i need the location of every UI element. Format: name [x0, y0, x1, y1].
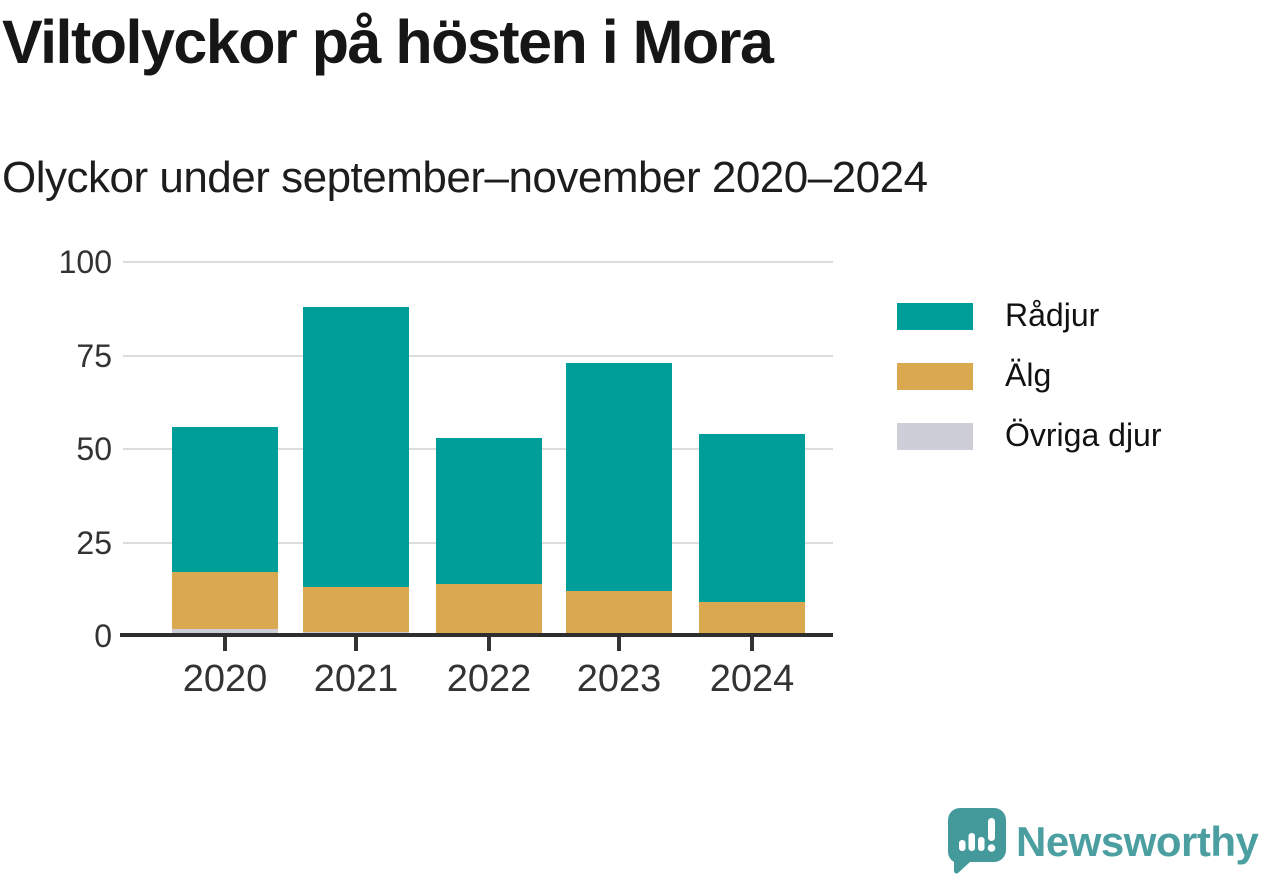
- x-tick-label-2021: 2021: [313, 658, 399, 700]
- x-tick-label-2022: 2022: [446, 658, 532, 700]
- x-tick-mark-2021: [354, 637, 358, 651]
- bar-segment-övriga-djur-2020: [172, 628, 278, 636]
- bar-segment-älg-2020: [172, 572, 278, 629]
- x-axis-line: [120, 633, 833, 637]
- x-tick-label-2020: 2020: [182, 658, 268, 700]
- x-tick-label-2023: 2023: [576, 658, 662, 700]
- legend-label: Älg: [1005, 357, 1052, 393]
- bar-segment-rådjur-2022: [436, 437, 542, 584]
- x-tick-label-2024: 2024: [709, 658, 795, 700]
- bar-segment-rådjur-2023: [566, 363, 672, 592]
- legend-swatch: [897, 363, 973, 390]
- y-tick-label-100: 100: [58, 244, 112, 280]
- legend-swatch: [897, 423, 973, 450]
- chart-title: Viltolyckor på hösten i Mora: [2, 8, 774, 76]
- y-tick-label-25: 25: [76, 524, 112, 561]
- y-tick-label-50: 50: [76, 431, 112, 467]
- bar-segment-älg-2023: [566, 591, 672, 636]
- x-tick-mark-2023: [617, 637, 621, 651]
- bar-segment-rådjur-2021: [303, 306, 409, 588]
- x-tick-mark-2020: [223, 637, 227, 651]
- gridline-100: [123, 261, 833, 263]
- legend-label: Övriga djur: [1005, 417, 1162, 453]
- brand-name: Newsworthy: [1016, 818, 1259, 865]
- x-tick-mark-2024: [750, 637, 754, 651]
- y-tick-label-0: 0: [94, 618, 112, 654]
- gridline-75: [123, 354, 833, 357]
- y-tick-label-75: 75: [76, 337, 112, 374]
- legend-swatch: [897, 303, 973, 330]
- chart-subtitle: Olyckor under september–november 2020–20…: [2, 153, 928, 202]
- bar-segment-rådjur-2020: [172, 426, 278, 573]
- bar-segment-älg-2022: [436, 583, 542, 636]
- legend-label: Rådjur: [1005, 297, 1100, 333]
- x-tick-mark-2022: [487, 637, 491, 651]
- newsworthy-logo-icon: [948, 808, 1006, 874]
- brand-footer: Newsworthy: [946, 806, 1262, 876]
- bar-segment-älg-2021: [303, 587, 409, 633]
- bar-segment-rådjur-2024: [699, 434, 805, 603]
- bar-segment-älg-2024: [699, 602, 805, 636]
